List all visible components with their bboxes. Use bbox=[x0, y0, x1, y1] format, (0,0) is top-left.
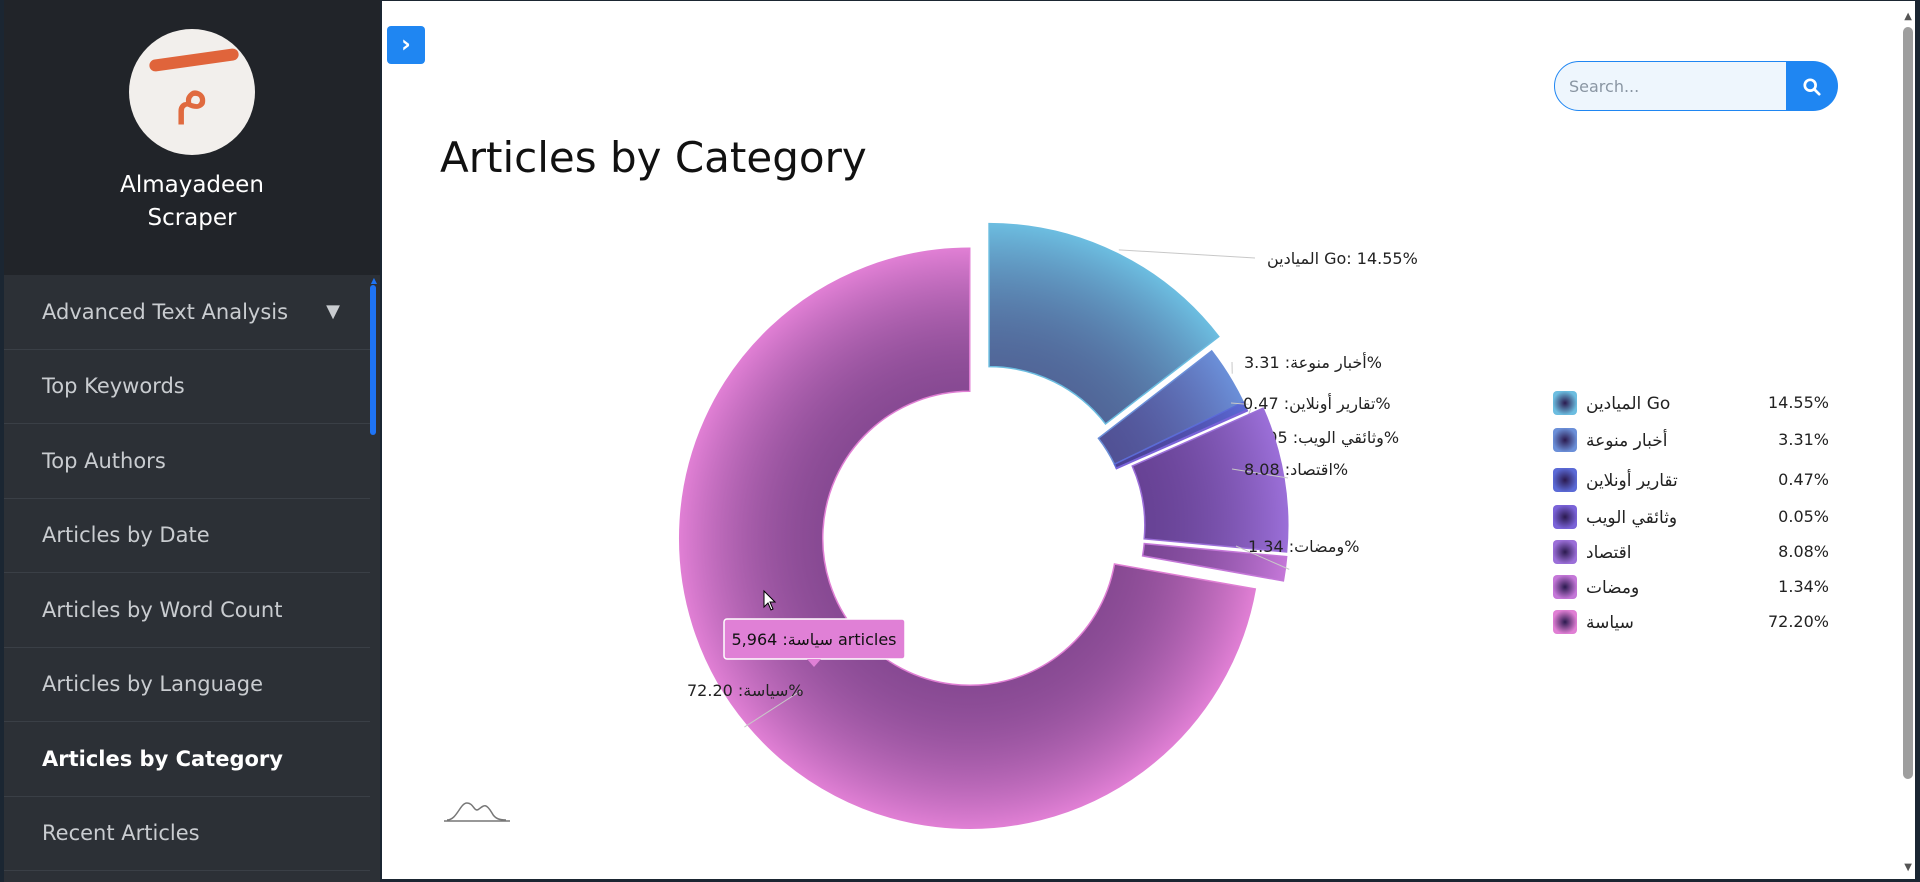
search-input[interactable] bbox=[1554, 61, 1794, 111]
label-leader-line bbox=[1118, 249, 1256, 259]
sidebar-item-articles-by-language[interactable]: Articles by Language bbox=[4, 648, 370, 722]
legend-item[interactable]: اقتصاد 8.08% bbox=[1553, 540, 1829, 564]
pie-slice-shade bbox=[1131, 407, 1289, 553]
sidebar-item-recent-articles[interactable]: Recent Articles bbox=[4, 797, 370, 871]
legend-percent: 0.05% bbox=[1778, 507, 1829, 526]
chart-tooltip: سياسة: 5,964 articles bbox=[723, 618, 906, 667]
legend-percent: 0.47% bbox=[1778, 470, 1829, 489]
chart-type-icon[interactable] bbox=[446, 802, 507, 821]
caret-down-icon[interactable]: ▼ bbox=[326, 301, 340, 323]
almayadeen-logo-icon[interactable]: ﻡ bbox=[129, 29, 255, 155]
sidebar-nav: Advanced Text Analysis ▼ Top Keywords To… bbox=[4, 275, 380, 871]
sidebar-item-label: Advanced Text Analysis bbox=[42, 299, 289, 324]
main-content: › Articles by Category الميادين Go: 14.5… bbox=[381, 0, 1916, 880]
main-scrollbar[interactable] bbox=[1903, 27, 1913, 779]
legend-item[interactable]: سياسة 72.20% bbox=[1553, 610, 1829, 634]
search-bar bbox=[1554, 61, 1838, 111]
legend-label: ومضات bbox=[1586, 578, 1639, 598]
legend-swatch bbox=[1553, 505, 1577, 529]
scroll-down-icon[interactable]: ▼ bbox=[1904, 862, 1912, 873]
brand-name-line1: Almayadeen bbox=[120, 172, 264, 198]
slice-data-label: أخبار منوعة: 3.31% bbox=[1244, 352, 1382, 373]
sidebar-scroll-up-icon[interactable]: ▲ bbox=[370, 276, 377, 285]
legend-percent: 14.55% bbox=[1768, 393, 1829, 412]
legend-item[interactable]: وثائقي الويب 0.05% bbox=[1553, 505, 1829, 529]
label-leader-line bbox=[1235, 545, 1290, 570]
pie-slice-shade bbox=[988, 222, 1220, 425]
sidebar-item-label: Recent Articles bbox=[42, 821, 200, 846]
page-title: Articles by Category bbox=[440, 133, 867, 182]
legend-item[interactable]: الميادين Go 14.55% bbox=[1553, 391, 1829, 415]
sidebar-scrollbar[interactable] bbox=[370, 285, 376, 435]
brand-name-line2: Scraper bbox=[147, 205, 237, 231]
legend-swatch bbox=[1553, 610, 1577, 634]
legend-percent: 1.34% bbox=[1778, 577, 1829, 596]
label-leader-line bbox=[1231, 468, 1289, 479]
sidebar-item-label: Articles by Category bbox=[42, 746, 283, 771]
search-button[interactable] bbox=[1786, 61, 1838, 111]
sidebar-item-top-keywords[interactable]: Top Keywords bbox=[4, 350, 370, 424]
sidebar-item-label: Top Authors bbox=[42, 448, 166, 473]
label-leader-line bbox=[744, 689, 803, 728]
sidebar-item-top-authors[interactable]: Top Authors bbox=[4, 424, 370, 499]
legend-label: اقتصاد bbox=[1586, 543, 1631, 563]
legend-percent: 8.08% bbox=[1778, 542, 1829, 561]
scroll-up-icon[interactable]: ▲ bbox=[1904, 11, 1912, 22]
legend-label: أخبار منوعة bbox=[1586, 429, 1667, 451]
sidebar-item-articles-by-word-count[interactable]: Articles by Word Count bbox=[4, 573, 370, 648]
sidebar-item-label: Top Keywords bbox=[42, 374, 185, 399]
legend-swatch bbox=[1553, 575, 1577, 599]
tooltip-text: سياسة: 5,964 articles bbox=[732, 630, 897, 649]
pie-slice-shade bbox=[679, 247, 1257, 829]
category-donut-chart: الميادين Go: 14.55% أخبار منوعة: 3.31% تقا… bbox=[444, 222, 1829, 829]
mouse-cursor-icon bbox=[763, 589, 777, 611]
legend-item[interactable]: ومضات 1.34% bbox=[1553, 575, 1829, 599]
legend-swatch bbox=[1553, 428, 1577, 452]
pie-slice-shade bbox=[1141, 542, 1288, 582]
sidebar: ﻡ Almayadeen Scraper Advanced Text Analy… bbox=[4, 0, 380, 882]
legend-item[interactable]: تقارير أونلاين 0.47% bbox=[1553, 468, 1829, 492]
legend-percent: 3.31% bbox=[1778, 430, 1829, 449]
slice-data-label: اقتصاد: 8.08% bbox=[1244, 460, 1348, 479]
search-icon bbox=[1803, 77, 1821, 96]
sidebar-item-advanced-text-analysis[interactable]: Advanced Text Analysis ▼ bbox=[4, 275, 370, 350]
sidebar-item-label: Articles by Language bbox=[42, 672, 264, 697]
label-leader-line bbox=[1230, 402, 1249, 405]
legend-swatch bbox=[1553, 540, 1577, 564]
slice-data-label: ومضات: 1.34% bbox=[1248, 537, 1359, 557]
legend-label: الميادين Go bbox=[1586, 394, 1670, 414]
sidebar-item-label: Articles by Date bbox=[42, 523, 210, 548]
legend-label: وثائقي الويب bbox=[1586, 508, 1677, 528]
legend-swatch bbox=[1553, 391, 1577, 415]
legend-label: سياسة bbox=[1586, 613, 1634, 633]
sidebar-item-articles-by-date[interactable]: Articles by Date bbox=[4, 499, 370, 573]
sidebar-item-articles-by-category[interactable]: Articles by Category bbox=[4, 722, 370, 797]
sidebar-item-label: Articles by Word Count bbox=[42, 597, 283, 622]
slice-data-label: الميادين Go: 14.55% bbox=[1267, 249, 1418, 269]
legend-percent: 72.20% bbox=[1768, 612, 1829, 631]
sidebar-toggle-button[interactable]: › bbox=[387, 26, 425, 64]
legend-item[interactable]: أخبار منوعة 3.31% bbox=[1553, 428, 1829, 452]
brand-name: Almayadeen Scraper bbox=[4, 169, 380, 235]
pie-slice-shade bbox=[1115, 409, 1249, 470]
brand-header: ﻡ Almayadeen Scraper bbox=[4, 0, 380, 275]
legend-label: تقارير أونلاين bbox=[1586, 469, 1678, 491]
legend-swatch bbox=[1553, 468, 1577, 492]
slice-data-label: تقارير أونلاين: 0.47% bbox=[1243, 393, 1391, 414]
slice-data-label: وثائقي الويب: 0.05% bbox=[1252, 428, 1399, 448]
slice-data-label: سياسة: 72.20% bbox=[687, 681, 804, 700]
